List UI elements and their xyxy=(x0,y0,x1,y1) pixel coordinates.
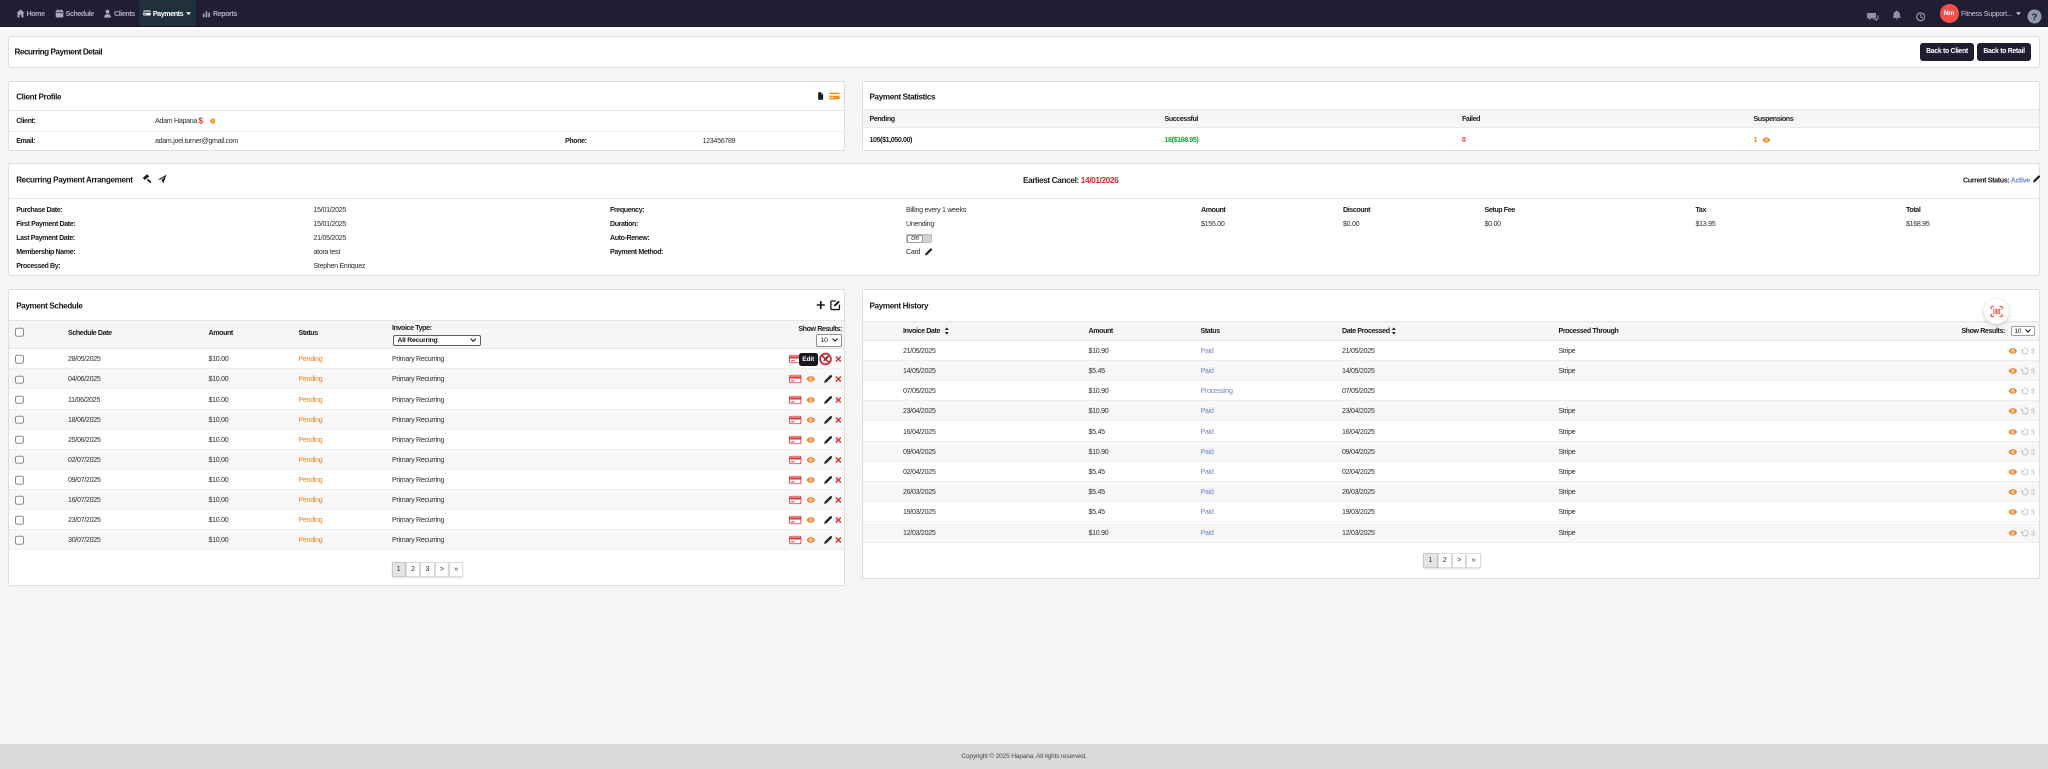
svg-text:?: ? xyxy=(2032,12,2038,23)
